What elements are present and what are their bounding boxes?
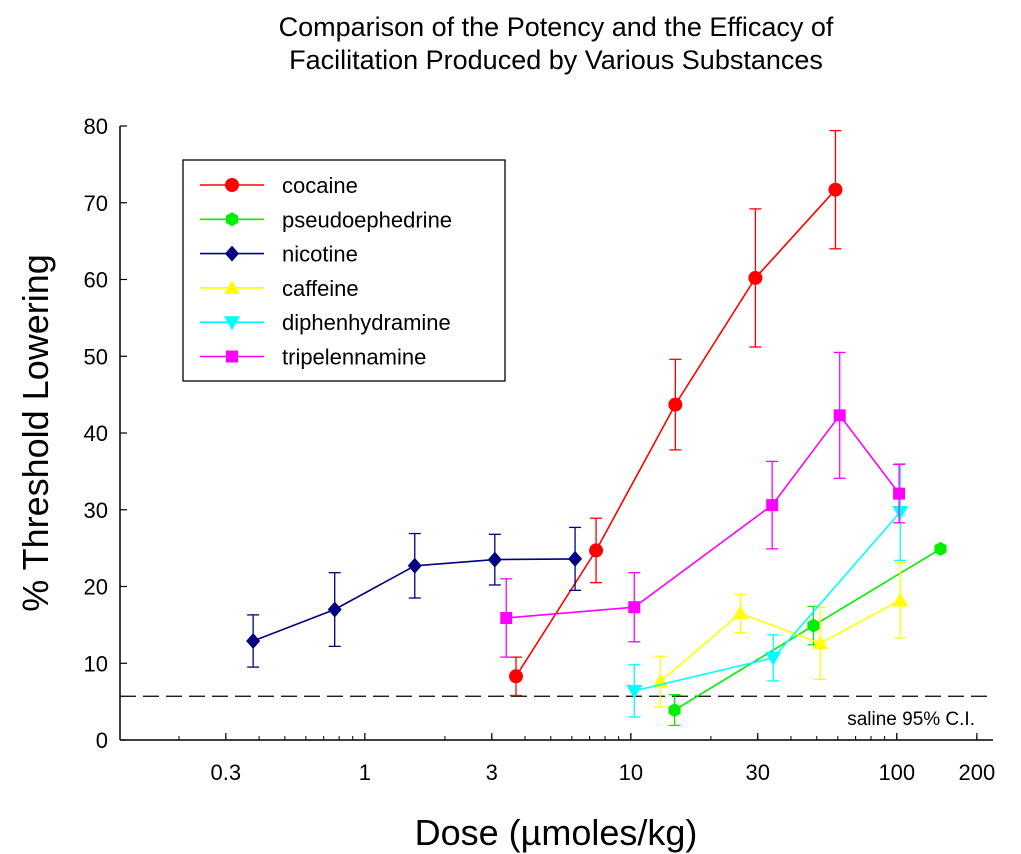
y-tick-label: 10: [84, 651, 108, 676]
series-layer: [246, 129, 947, 727]
axes: 0 10 20 30 40 50 60 70 80 0.3 1 3 10 30 100 200 Dose (µm…: [15, 114, 995, 853]
data-point: [766, 499, 779, 512]
x-tick-label: 30: [745, 760, 769, 785]
series-pseudoephedrine: [668, 541, 947, 727]
y-tick-label: 60: [84, 268, 108, 293]
legend-item-nicotine: nicotine: [200, 242, 358, 267]
y-tick-label: 50: [84, 344, 108, 369]
data-point: [668, 703, 681, 718]
saline-reference-line: saline 95% C.I.: [120, 695, 993, 730]
data-point: [509, 669, 524, 684]
data-point: [626, 684, 643, 699]
legend-label: tripelennamine: [282, 345, 426, 370]
legend-item-cocaine: cocaine: [200, 173, 358, 198]
legend-marker: [225, 245, 239, 262]
y-tick-label: 30: [84, 498, 108, 523]
legend-marker: [226, 350, 238, 363]
data-point: [892, 506, 909, 521]
y-tick-label: 40: [84, 421, 108, 446]
y-tick-label: 20: [84, 575, 108, 600]
legend-marker: [225, 178, 239, 192]
data-point: [500, 611, 513, 624]
x-tick-label: 0.3: [211, 760, 242, 785]
data-point: [812, 635, 829, 650]
data-point: [828, 182, 843, 197]
data-point: [589, 543, 604, 558]
y-axis-label: % Threshold Lowering: [15, 254, 56, 612]
series-line: [634, 511, 901, 692]
legend-item-caffeine: caffeine: [200, 276, 359, 301]
legend-label: cocaine: [282, 173, 358, 198]
legend-item-tripelennamine: tripelennamine: [200, 345, 426, 370]
chart-title: Comparison of the Potency and the Effica…: [279, 12, 834, 75]
data-point: [628, 601, 641, 614]
saline-ci-label: saline 95% C.I.: [847, 709, 975, 730]
data-point: [892, 592, 909, 607]
legend-marker: [225, 212, 239, 227]
series-diphenhydramine: [626, 463, 909, 718]
legend-label: diphenhydramine: [282, 310, 451, 335]
legend-label: nicotine: [282, 242, 358, 267]
data-point: [407, 557, 422, 574]
y-tick-label: 0: [96, 728, 108, 753]
x-tick-label: 1: [359, 760, 371, 785]
series-line: [659, 599, 901, 683]
series-caffeine: [652, 562, 909, 708]
data-point: [934, 541, 947, 556]
legend-item-diphenhydramine: diphenhydramine: [200, 310, 451, 335]
legend-box: [182, 159, 506, 382]
x-tick-label: 100: [878, 760, 915, 785]
legend-label: caffeine: [282, 276, 359, 301]
data-point: [807, 618, 820, 633]
data-point: [246, 632, 261, 649]
x-tick-label: 10: [619, 760, 643, 785]
data-point: [668, 397, 683, 412]
data-point: [327, 601, 342, 618]
x-axis-label: Dose (µmoles/kg): [415, 812, 698, 853]
chart-title-line: Comparison of the Potency and the Effica…: [279, 12, 834, 42]
y-tick-label: 70: [84, 191, 108, 216]
data-point: [487, 551, 502, 568]
x-tick-label: 200: [958, 760, 995, 785]
data-point: [748, 270, 763, 285]
legend-label: pseudoephedrine: [282, 207, 452, 232]
data-point: [833, 409, 846, 422]
data-point: [893, 487, 906, 500]
series-cocaine: [509, 129, 843, 697]
y-tick-label: 80: [84, 114, 108, 139]
legend-marker: [224, 316, 240, 331]
legend-item-pseudoephedrine: pseudoephedrine: [200, 207, 452, 232]
series-tripelennamine: [500, 351, 906, 658]
data-point: [568, 550, 583, 567]
data-point: [765, 651, 782, 666]
data-point: [732, 605, 749, 620]
series-nicotine: [246, 526, 583, 668]
legend-marker: [224, 279, 240, 294]
chart-title-line: Facilitation Produced by Various Substan…: [289, 45, 823, 75]
legend: cocaine pseudoephedrine nicotine caffeine di…: [182, 159, 506, 382]
x-tick-label: 3: [486, 760, 498, 785]
